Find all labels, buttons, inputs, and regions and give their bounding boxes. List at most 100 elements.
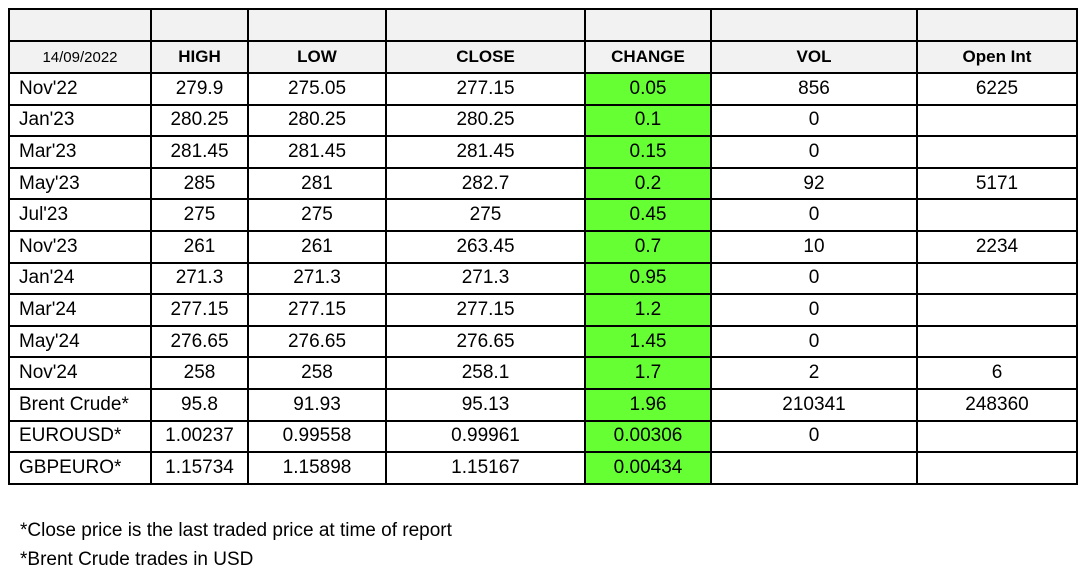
table-row: GBPEURO* 1.15734 1.15898 1.15167 0.00434 xyxy=(8,451,1078,485)
open-int-cell xyxy=(916,261,1078,296)
close-cell: 276.65 xyxy=(385,324,586,359)
high-cell: 280.25 xyxy=(150,103,249,138)
vol-cell: 2 xyxy=(710,356,918,390)
close-cell: 282.7 xyxy=(385,166,586,201)
contract-cell: Jan'23 xyxy=(8,103,152,138)
open-int-cell xyxy=(916,324,1078,359)
table-row: Jul'23 275 275 275 0.45 0 xyxy=(8,198,1078,232)
vol-cell: 0 xyxy=(710,135,918,169)
column-header-open-int: Open Int xyxy=(916,40,1078,74)
low-cell: 280.25 xyxy=(247,103,387,138)
change-cell: 1.96 xyxy=(584,387,712,422)
close-cell: 281.45 xyxy=(385,135,586,169)
table-row: Nov'24 258 258 258.1 1.7 2 6 xyxy=(8,356,1078,390)
contract-cell: Jul'23 xyxy=(8,198,152,232)
change-cell: 1.2 xyxy=(584,293,712,327)
high-cell: 277.15 xyxy=(150,293,249,327)
high-cell: 95.8 xyxy=(150,387,249,422)
contract-cell: Nov'23 xyxy=(8,229,152,264)
low-cell: 281.45 xyxy=(247,135,387,169)
contract-cell: Nov'24 xyxy=(8,356,152,390)
low-cell: 1.15898 xyxy=(247,451,387,485)
vol-cell: 0 xyxy=(710,324,918,359)
table-row: Mar'24 277.15 277.15 277.15 1.2 0 xyxy=(8,293,1078,327)
low-cell: 258 xyxy=(247,356,387,390)
open-int-cell: 6225 xyxy=(916,72,1078,106)
high-cell: 281.45 xyxy=(150,135,249,169)
open-int-cell xyxy=(916,451,1078,485)
close-cell: 275 xyxy=(385,198,586,232)
high-cell: 275 xyxy=(150,198,249,232)
close-cell: 0.99961 xyxy=(385,419,586,454)
contract-cell: May'23 xyxy=(8,166,152,201)
blank-header-row xyxy=(8,8,1078,42)
blank-cell xyxy=(710,8,918,42)
low-cell: 0.99558 xyxy=(247,419,387,454)
high-cell: 271.3 xyxy=(150,261,249,296)
column-header-close: CLOSE xyxy=(385,40,586,74)
table-row: Nov'23 261 261 263.45 0.7 10 2234 xyxy=(8,229,1078,264)
high-cell: 1.15734 xyxy=(150,451,249,485)
footnotes: *Close price is the last traded price at… xyxy=(20,516,452,574)
open-int-cell xyxy=(916,293,1078,327)
blank-cell xyxy=(385,8,586,42)
close-cell: 271.3 xyxy=(385,261,586,296)
low-cell: 275.05 xyxy=(247,72,387,106)
contract-cell: Nov'22 xyxy=(8,72,152,106)
column-header-low: LOW xyxy=(247,40,387,74)
change-cell: 0.15 xyxy=(584,135,712,169)
high-cell: 279.9 xyxy=(150,72,249,106)
vol-cell: 210341 xyxy=(710,387,918,422)
table-row: Jan'23 280.25 280.25 280.25 0.1 0 xyxy=(8,103,1078,138)
contract-cell: GBPEURO* xyxy=(8,451,152,485)
contract-cell: EUROUSD* xyxy=(8,419,152,454)
change-cell: 1.45 xyxy=(584,324,712,359)
vol-cell xyxy=(710,451,918,485)
blank-cell xyxy=(916,8,1078,42)
blank-cell xyxy=(584,8,712,42)
contract-cell: May'24 xyxy=(8,324,152,359)
open-int-cell xyxy=(916,419,1078,454)
close-cell: 258.1 xyxy=(385,356,586,390)
header-row: 14/09/2022 HIGH LOW CLOSE CHANGE VOL Ope… xyxy=(8,40,1078,74)
change-cell: 0.7 xyxy=(584,229,712,264)
high-cell: 261 xyxy=(150,229,249,264)
change-cell: 0.00306 xyxy=(584,419,712,454)
low-cell: 277.15 xyxy=(247,293,387,327)
open-int-cell xyxy=(916,198,1078,232)
open-int-cell: 6 xyxy=(916,356,1078,390)
high-cell: 1.00237 xyxy=(150,419,249,454)
open-int-cell: 5171 xyxy=(916,166,1078,201)
table-row: Jan'24 271.3 271.3 271.3 0.95 0 xyxy=(8,261,1078,296)
change-cell: 0.00434 xyxy=(584,451,712,485)
vol-cell: 0 xyxy=(710,198,918,232)
price-table: 14/09/2022 HIGH LOW CLOSE CHANGE VOL Ope… xyxy=(8,8,1078,485)
table-row: Nov'22 279.9 275.05 277.15 0.05 856 6225 xyxy=(8,72,1078,106)
close-cell: 263.45 xyxy=(385,229,586,264)
close-cell: 1.15167 xyxy=(385,451,586,485)
low-cell: 91.93 xyxy=(247,387,387,422)
low-cell: 281 xyxy=(247,166,387,201)
table-row: Mar'23 281.45 281.45 281.45 0.15 0 xyxy=(8,135,1078,169)
open-int-cell: 248360 xyxy=(916,387,1078,422)
change-cell: 0.1 xyxy=(584,103,712,138)
vol-cell: 10 xyxy=(710,229,918,264)
high-cell: 276.65 xyxy=(150,324,249,359)
table-row: EUROUSD* 1.00237 0.99558 0.99961 0.00306 0 xyxy=(8,419,1078,454)
footnote-brent-currency: *Brent Crude trades in USD xyxy=(20,549,254,570)
open-int-cell xyxy=(916,135,1078,169)
contract-cell: Mar'24 xyxy=(8,293,152,327)
vol-cell: 92 xyxy=(710,166,918,201)
report-date: 14/09/2022 xyxy=(8,40,152,74)
contract-cell: Brent Crude* xyxy=(8,387,152,422)
low-cell: 276.65 xyxy=(247,324,387,359)
open-int-cell xyxy=(916,103,1078,138)
vol-cell: 0 xyxy=(710,103,918,138)
low-cell: 271.3 xyxy=(247,261,387,296)
low-cell: 275 xyxy=(247,198,387,232)
blank-cell xyxy=(8,8,152,42)
blank-cell xyxy=(150,8,249,42)
close-cell: 280.25 xyxy=(385,103,586,138)
blank-cell xyxy=(247,8,387,42)
column-header-high: HIGH xyxy=(150,40,249,74)
